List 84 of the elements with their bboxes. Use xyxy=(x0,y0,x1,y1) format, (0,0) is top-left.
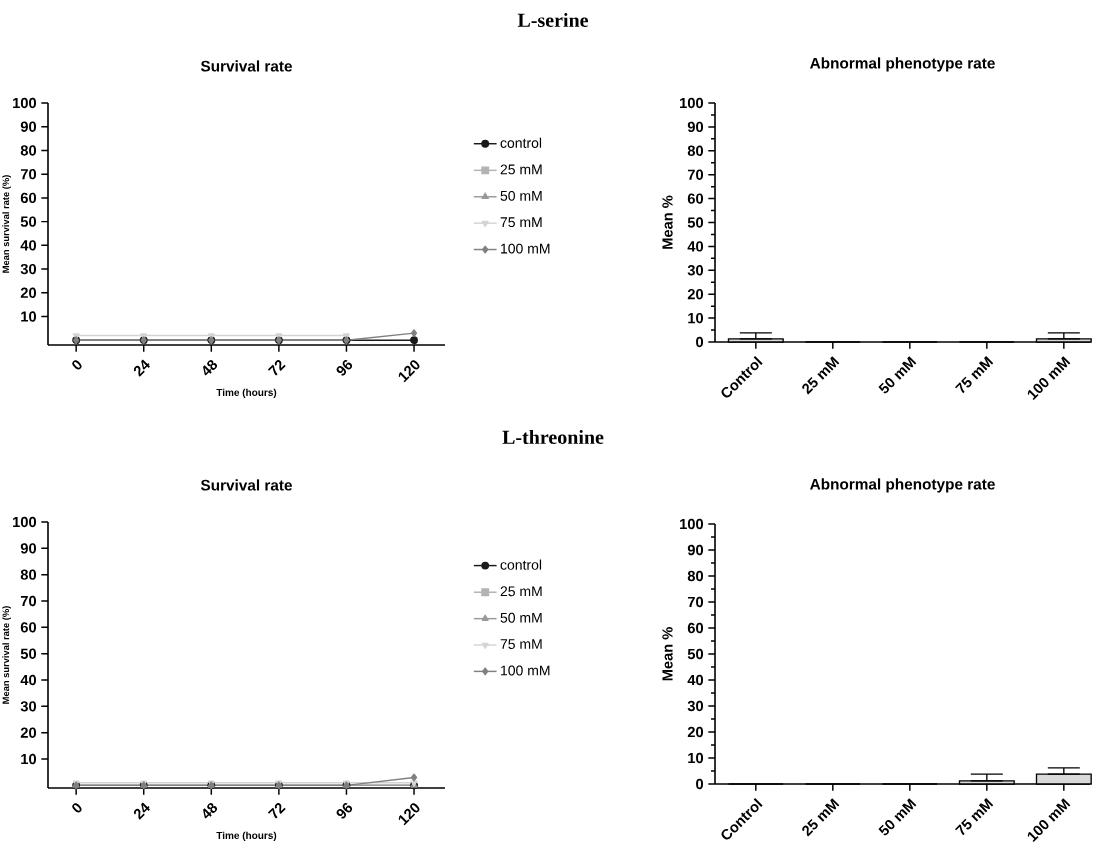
y-axis-title: Mean % xyxy=(662,195,673,249)
legend-label: 75 mM xyxy=(500,217,542,228)
y-tick-label: 100 xyxy=(680,518,704,530)
y-tick-label: 40 xyxy=(687,241,704,252)
y-tick-label: 60 xyxy=(687,193,704,204)
chart-title: Abnormal phenotype rate xyxy=(810,478,995,493)
y-tick-label: 20 xyxy=(20,287,37,298)
x-tick-label: 96 xyxy=(336,803,353,819)
x-tick-label: 100 mM xyxy=(1027,798,1071,842)
chart-title: Survival rate xyxy=(200,60,292,72)
y-tick-label: 30 xyxy=(687,265,704,276)
y-tick-label: 50 xyxy=(20,216,37,227)
y-tick-label: 80 xyxy=(687,145,704,156)
y-tick-label: 100 xyxy=(13,97,37,109)
y-axis-title: Mean survival rate (%) xyxy=(2,175,12,273)
y-tick-label: 0 xyxy=(696,336,704,348)
x-tick-label: 24 xyxy=(133,359,150,377)
x-axis-title: Time (hours) xyxy=(216,388,277,398)
y-axis-title: Mean % xyxy=(662,627,673,681)
legend-label: 50 mM xyxy=(500,612,542,623)
legend-label: 100 mM xyxy=(501,665,550,676)
y-tick-label: 70 xyxy=(20,168,37,180)
x-tick-label: 25 mM xyxy=(802,798,840,837)
legend-label: 75 mM xyxy=(500,639,542,649)
x-tick-label: 100 mM xyxy=(1027,356,1071,400)
y-tick-label: 80 xyxy=(20,145,37,156)
x-tick-label: 0 xyxy=(72,360,82,370)
y-tick-label: 90 xyxy=(20,543,37,554)
legend-label: 25 mM xyxy=(500,586,542,597)
y-tick-label: 70 xyxy=(687,169,704,180)
x-tick-label: 50 mM xyxy=(878,356,917,394)
y-tick-label: 90 xyxy=(687,544,704,556)
y-tick-label: 100 xyxy=(13,516,37,528)
y-tick-label: 100 xyxy=(680,97,704,109)
chart-title: Survival rate xyxy=(200,479,292,491)
y-axis-title: Mean survival rate (%) xyxy=(2,606,12,704)
y-tick-label: 70 xyxy=(687,596,704,608)
y-tick-label: 0 xyxy=(696,778,704,790)
x-tick-label: 24 xyxy=(133,802,150,820)
chart-title: Abnormal phenotype rate xyxy=(810,57,995,72)
y-tick-label: 20 xyxy=(20,727,37,738)
x-tick-label: 48 xyxy=(203,359,218,376)
x-tick-label: 120 xyxy=(398,803,420,826)
x-tick-label: 72 xyxy=(267,359,286,376)
x-tick-label: 120 xyxy=(398,360,420,383)
y-tick-label: 50 xyxy=(687,648,704,660)
y-tick-label: 60 xyxy=(20,622,37,633)
x-axis-title: Time (hours) xyxy=(216,831,277,841)
y-tick-label: 10 xyxy=(21,311,37,322)
y-tick-label: 60 xyxy=(687,622,704,634)
legend-label: control xyxy=(500,137,542,148)
y-tick-label: 30 xyxy=(20,263,37,275)
y-tick-label: 20 xyxy=(687,726,704,738)
y-tick-label: 40 xyxy=(20,674,37,686)
y-tick-label: 30 xyxy=(687,700,704,712)
y-tick-label: 30 xyxy=(20,701,37,712)
x-tick-label: 75 mM xyxy=(954,798,994,836)
y-tick-label: 10 xyxy=(688,312,704,324)
x-tick-label: 25 mM xyxy=(802,356,840,395)
x-tick-label: 75 mM xyxy=(954,356,994,394)
legend-label: control xyxy=(500,559,542,570)
y-tick-label: 80 xyxy=(687,570,704,582)
legend-label: 100 mM xyxy=(501,243,550,254)
y-tick-label: 40 xyxy=(20,240,37,251)
y-tick-label: 10 xyxy=(688,752,704,764)
legend-label: 50 mM xyxy=(500,190,542,201)
y-tick-label: 90 xyxy=(20,121,37,132)
x-tick-label: 0 xyxy=(72,803,82,813)
y-tick-label: 50 xyxy=(20,648,37,659)
x-tick-label: 72 xyxy=(267,803,286,819)
y-tick-label: 10 xyxy=(21,753,37,765)
x-tick-label: 48 xyxy=(203,802,218,819)
y-tick-label: 20 xyxy=(687,289,704,300)
y-tick-label: 50 xyxy=(687,217,704,228)
text: L-serine xyxy=(517,12,589,28)
text: L-threonine xyxy=(502,429,604,445)
y-tick-label: 40 xyxy=(687,674,704,686)
x-tick-label: 50 mM xyxy=(878,798,917,836)
x-tick-label: 96 xyxy=(336,360,353,376)
y-tick-label: 90 xyxy=(687,121,704,133)
y-tick-label: 60 xyxy=(20,192,37,204)
y-tick-label: 80 xyxy=(20,569,37,580)
legend-label: 25 mM xyxy=(500,164,542,175)
y-tick-label: 70 xyxy=(20,595,37,607)
